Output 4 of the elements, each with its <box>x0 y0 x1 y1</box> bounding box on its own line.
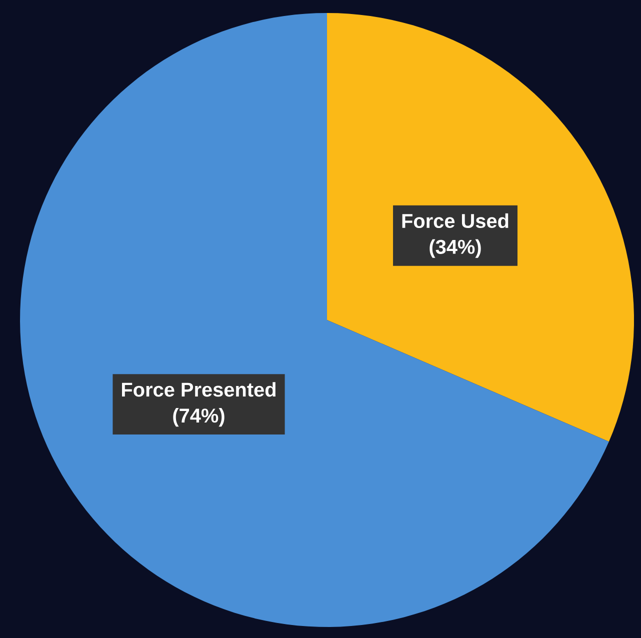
data-label: (34%) <box>430 239 481 258</box>
slice-label: Force Used <box>402 213 508 228</box>
data-label: (74%) <box>173 408 224 427</box>
slice-label: Force Presented <box>122 382 276 397</box>
